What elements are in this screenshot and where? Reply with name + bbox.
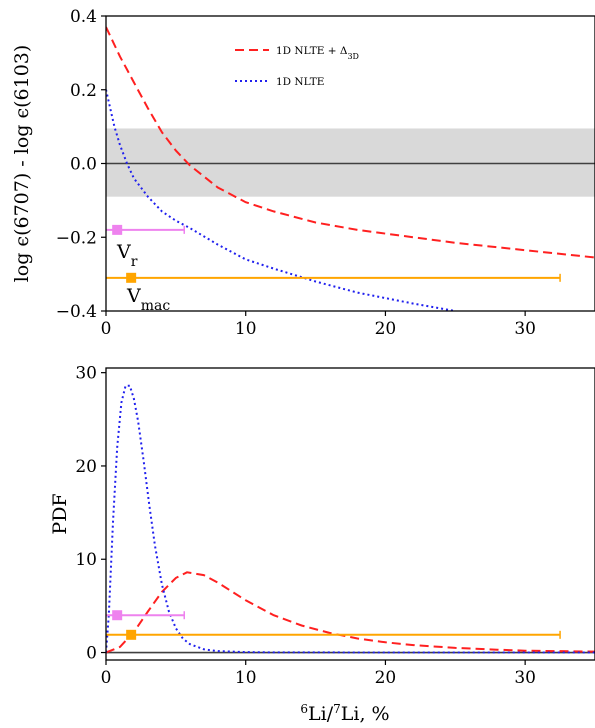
y-tick-label: 0.2 <box>70 81 97 101</box>
series-line-1d-nlte-delta3d <box>106 571 595 654</box>
axes-frame <box>105 367 595 661</box>
y-axis-label: PDF <box>49 493 71 534</box>
y-axis-label: log ϵ(6707) - log ϵ(6103) <box>11 45 33 283</box>
marker-point <box>112 224 123 235</box>
legend-label: 1D NLTE + Δ3D <box>276 45 359 61</box>
x-tick-label: 0 <box>101 319 112 339</box>
legend: 1D NLTE + Δ3D 1D NLTE <box>235 45 359 88</box>
y-tick-label: 20 <box>75 457 97 477</box>
plot-area <box>106 384 595 654</box>
series-line-1d-nlte-delta3d <box>106 26 595 259</box>
y-tick-label: 0 <box>86 644 97 664</box>
marker-label: Vr <box>116 241 138 270</box>
x-tick-label: 10 <box>235 319 257 339</box>
x-axis-label: 6Li/7Li, % <box>300 702 389 725</box>
x-tick-label: 10 <box>235 668 257 688</box>
x-tick-label: 30 <box>514 668 536 688</box>
chart-panel-pdf: 0 10 20 30 0 10 20 30 PDF 6Li/7Li, % <box>49 364 595 725</box>
legend-label: 1D NLTE <box>276 76 324 88</box>
marker-point <box>126 629 137 640</box>
x-tick-label: 20 <box>375 668 397 688</box>
plot-area <box>106 26 595 311</box>
marker-label: Vmac <box>126 285 170 314</box>
x-tick-label: 30 <box>514 319 536 339</box>
marker-point <box>126 272 137 283</box>
y-tick-label: 30 <box>75 364 97 384</box>
x-tick-label: 0 <box>101 668 112 688</box>
y-tick-label: −0.2 <box>56 228 97 248</box>
uncertainty-band <box>106 128 595 197</box>
y-tick-label: 0.0 <box>70 155 97 175</box>
chart-panel-abundance-difference: 0 10 20 30 −0.4 −0.2 0.0 0.2 0.4 log ϵ(6707) - lo… <box>11 7 595 339</box>
y-tick-label: 10 <box>75 550 97 570</box>
marker-point <box>112 610 123 621</box>
y-tick-label: −0.4 <box>56 302 97 322</box>
y-tick-label: 0.4 <box>70 7 97 27</box>
series-line-1d-nlte <box>106 89 456 311</box>
x-tick-label: 20 <box>375 319 397 339</box>
series-line-1d-nlte <box>106 384 595 654</box>
